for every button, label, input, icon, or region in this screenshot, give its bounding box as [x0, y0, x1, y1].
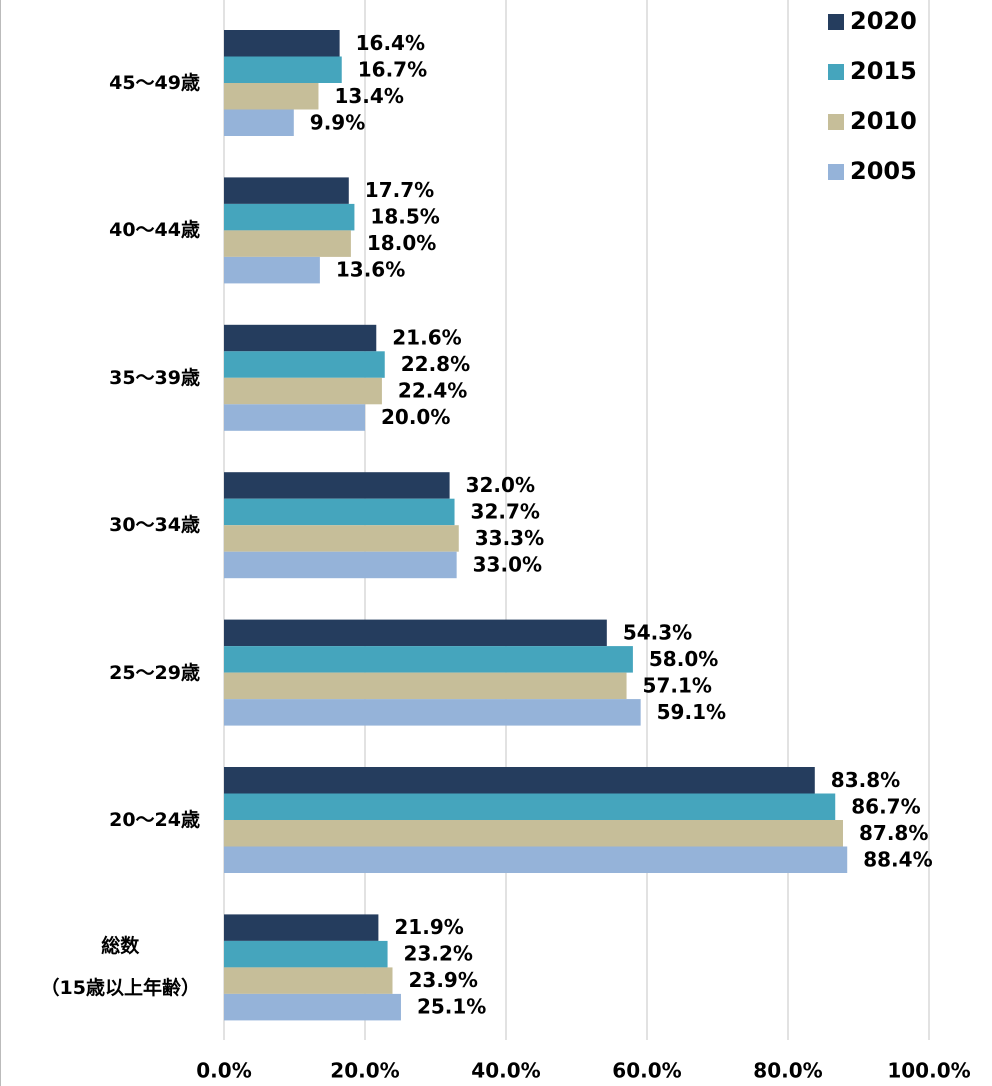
- y-tick-container: 30〜34歳: [109, 504, 200, 546]
- value-label: 16.7%: [358, 57, 427, 81]
- bar: [224, 820, 843, 847]
- value-label: 86.7%: [851, 794, 920, 818]
- bar: [224, 203, 355, 231]
- value-label: 54.3%: [623, 620, 692, 644]
- value-label: 21.9%: [394, 915, 463, 939]
- bar: [224, 619, 607, 647]
- y-tick-container: 20〜24歳: [109, 799, 200, 841]
- y-tick-label: 40〜44歳: [109, 219, 200, 242]
- value-label: 32.0%: [466, 473, 535, 497]
- y-tick-container: 35〜39歳: [109, 357, 200, 399]
- value-label: 18.0%: [367, 231, 436, 255]
- y-tick-container: 40〜44歳: [109, 209, 200, 251]
- bar: [224, 525, 459, 552]
- value-label: 13.4%: [334, 84, 403, 108]
- bar: [224, 914, 379, 941]
- value-label: 58.0%: [649, 647, 718, 671]
- bar: [224, 967, 393, 994]
- x-tick-label: 40.0%: [471, 1059, 540, 1083]
- value-label: 83.8%: [831, 768, 900, 792]
- x-tick-label: 0.0%: [196, 1059, 251, 1083]
- bar: [224, 793, 836, 820]
- legend-swatch: [828, 14, 844, 30]
- legend-swatch: [828, 164, 844, 180]
- y-tick-container: 総数 （15歳以上年齢）: [41, 925, 200, 1009]
- value-label: 25.1%: [417, 995, 486, 1019]
- y-tick-container: 25〜29歳: [109, 652, 200, 694]
- bar: [224, 498, 455, 526]
- value-label: 21.6%: [392, 326, 461, 350]
- bar: [224, 177, 349, 204]
- y-tick-label: 20〜24歳: [109, 809, 200, 831]
- legend-label: 2005: [850, 157, 917, 185]
- y-tick-label: 25〜29歳: [109, 661, 200, 684]
- bar: [224, 551, 457, 579]
- bar: [224, 30, 340, 57]
- value-label: 33.0%: [473, 552, 542, 576]
- value-label: 32.7%: [471, 499, 540, 523]
- bar: [224, 404, 365, 431]
- value-label: 16.4%: [356, 31, 425, 55]
- bar: [224, 256, 320, 284]
- value-label: 33.3%: [475, 526, 544, 550]
- bar: [224, 83, 319, 110]
- bar: [224, 377, 382, 405]
- y-tick-container: 45〜49歳: [109, 62, 200, 104]
- bar: [224, 699, 641, 726]
- value-label: 20.0%: [381, 405, 450, 429]
- bar: [224, 230, 351, 257]
- bar: [224, 56, 342, 83]
- x-tick-label: 60.0%: [612, 1059, 681, 1083]
- value-label: 88.4%: [863, 847, 932, 871]
- value-label: 23.9%: [408, 968, 477, 992]
- y-tick-label: 45〜49歳: [109, 72, 200, 94]
- x-tick-label: 80.0%: [753, 1059, 822, 1083]
- bar: [224, 940, 388, 968]
- value-label: 9.9%: [310, 110, 365, 134]
- bar: [224, 672, 627, 700]
- bar: [224, 324, 377, 352]
- value-label: 13.6%: [336, 258, 405, 282]
- bar: [224, 846, 848, 873]
- legend-swatch: [828, 114, 844, 130]
- bar: [224, 351, 385, 378]
- x-tick-label: 100.0%: [887, 1059, 970, 1083]
- value-label: 22.4%: [398, 379, 467, 403]
- bar: [224, 646, 633, 673]
- legend-label: 2020: [850, 7, 917, 35]
- legend-label: 2015: [850, 57, 917, 85]
- value-label: 23.2%: [404, 942, 473, 966]
- x-tick-label: 20.0%: [330, 1059, 399, 1083]
- legend-swatch: [828, 64, 844, 80]
- value-label: 57.1%: [643, 673, 712, 697]
- y-tick-label: 30〜34歳: [109, 514, 200, 537]
- value-label: 17.7%: [365, 178, 434, 202]
- bar: [224, 993, 401, 1021]
- bar: [224, 767, 815, 794]
- value-label: 59.1%: [657, 700, 726, 724]
- value-label: 22.8%: [401, 352, 470, 376]
- bar: [224, 472, 450, 499]
- legend-label: 2010: [850, 107, 917, 135]
- value-label: 18.5%: [370, 205, 439, 229]
- y-tick-label: 35〜39歳: [109, 366, 200, 389]
- bar: [224, 109, 294, 136]
- y-tick-label: 総数 （15歳以上年齢）: [40, 935, 200, 1000]
- value-label: 87.8%: [859, 821, 928, 845]
